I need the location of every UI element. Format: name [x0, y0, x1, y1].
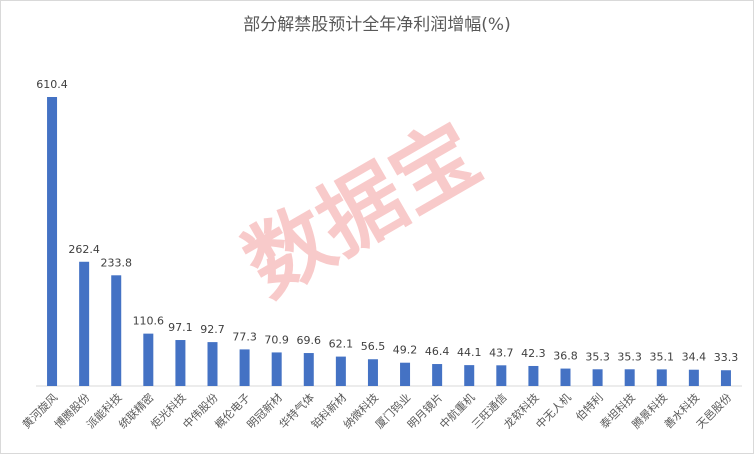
value-label: 49.2	[393, 344, 418, 357]
value-label: 233.8	[100, 256, 132, 269]
value-label: 43.7	[489, 346, 514, 359]
bar	[47, 97, 58, 386]
bar	[720, 370, 731, 386]
bar	[143, 333, 154, 386]
bar	[688, 369, 699, 386]
value-label: 46.4	[425, 345, 450, 358]
bar	[560, 368, 571, 386]
bar	[79, 261, 90, 386]
bar	[400, 362, 411, 386]
bar	[303, 353, 314, 386]
bar	[496, 365, 507, 386]
bar	[624, 369, 635, 386]
value-label: 77.3	[232, 330, 257, 343]
value-label: 44.1	[457, 346, 482, 359]
bar	[528, 365, 539, 386]
bar	[432, 364, 443, 386]
value-label: 36.8	[553, 350, 578, 363]
value-label: 110.6	[133, 315, 165, 328]
bar	[111, 275, 122, 386]
bar	[592, 369, 603, 386]
value-label: 33.3	[714, 351, 739, 364]
value-label: 69.6	[297, 334, 322, 347]
value-label: 610.4	[36, 78, 68, 91]
value-label: 35.3	[617, 350, 642, 363]
value-label: 56.5	[361, 340, 386, 353]
bar	[175, 340, 186, 386]
bar	[271, 352, 282, 386]
bar	[335, 356, 346, 386]
bar	[207, 342, 218, 386]
bar	[656, 369, 667, 386]
value-label: 92.7	[200, 323, 225, 336]
value-label: 62.1	[329, 338, 354, 351]
value-label: 35.1	[650, 350, 675, 363]
value-label: 262.4	[68, 243, 100, 256]
value-label: 70.9	[264, 333, 289, 346]
value-label: 34.4	[682, 351, 707, 364]
bar	[367, 359, 378, 386]
value-label: 97.1	[168, 321, 193, 334]
bar	[464, 365, 475, 386]
chart-title: 部分解禁股预计全年净利润增幅(%)	[243, 15, 510, 35]
value-label: 35.3	[585, 350, 610, 363]
value-label: 42.3	[521, 347, 546, 360]
bar	[239, 349, 250, 386]
